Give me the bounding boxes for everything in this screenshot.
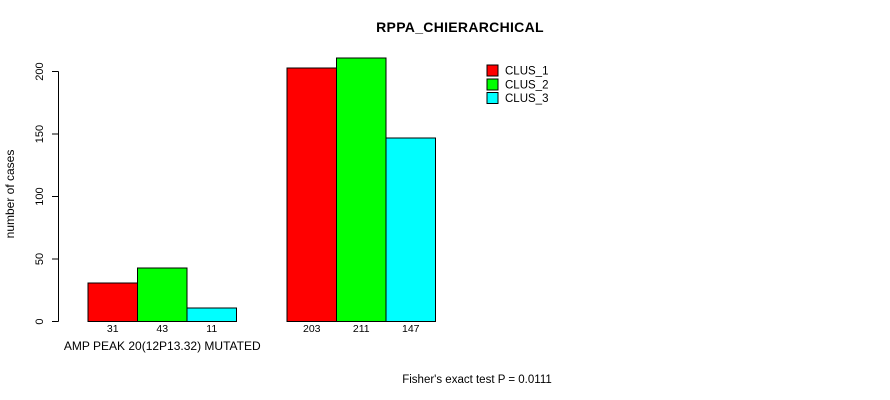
bar-value-label: 147 xyxy=(402,323,420,335)
legend-swatch-clus_2 xyxy=(486,78,499,91)
y-tick-label: 200 xyxy=(34,62,46,80)
legend-label: CLUS_1 xyxy=(505,66,548,78)
bar-clus_2-group2 xyxy=(336,57,387,322)
bar-clus_3-group2 xyxy=(385,137,436,322)
y-tick-label: 0 xyxy=(34,318,46,324)
bar-clus_1-group1 xyxy=(87,282,138,322)
legend-swatch-clus_1 xyxy=(486,64,499,77)
bar-clus_3-group1 xyxy=(186,307,237,322)
y-tick-label: 100 xyxy=(34,187,46,205)
y-tick-label: 50 xyxy=(34,253,46,265)
bar-value-label: 203 xyxy=(303,323,321,335)
y-tick-label: 150 xyxy=(34,125,46,143)
bar-value-label: 31 xyxy=(107,323,119,335)
bar-clus_2-group1 xyxy=(137,267,188,322)
bar-value-label: 211 xyxy=(353,323,370,335)
y-axis: 0 50 100 150 200 xyxy=(34,62,59,325)
bar-value-label: 43 xyxy=(156,323,168,335)
bar-value-label: 11 xyxy=(206,323,217,335)
legend-label: CLUS_3 xyxy=(505,93,548,105)
category-label: AMP PEAK 20(12P13.32) MUTATED xyxy=(64,339,261,353)
chart-title: RPPA_CHIERARCHICAL xyxy=(376,19,544,35)
bar-clus_1-group2 xyxy=(286,67,337,322)
legend-label: CLUS_2 xyxy=(505,79,548,91)
bar-groups: 31 43 11 AMP PEAK 20(12P13.32) MUTATED 203 21… xyxy=(64,57,436,353)
legend-swatch-clus_3 xyxy=(486,92,499,105)
fisher-test-annotation: Fisher's exact test P = 0.0111 xyxy=(402,374,552,386)
y-axis-label: number of cases xyxy=(3,150,17,239)
